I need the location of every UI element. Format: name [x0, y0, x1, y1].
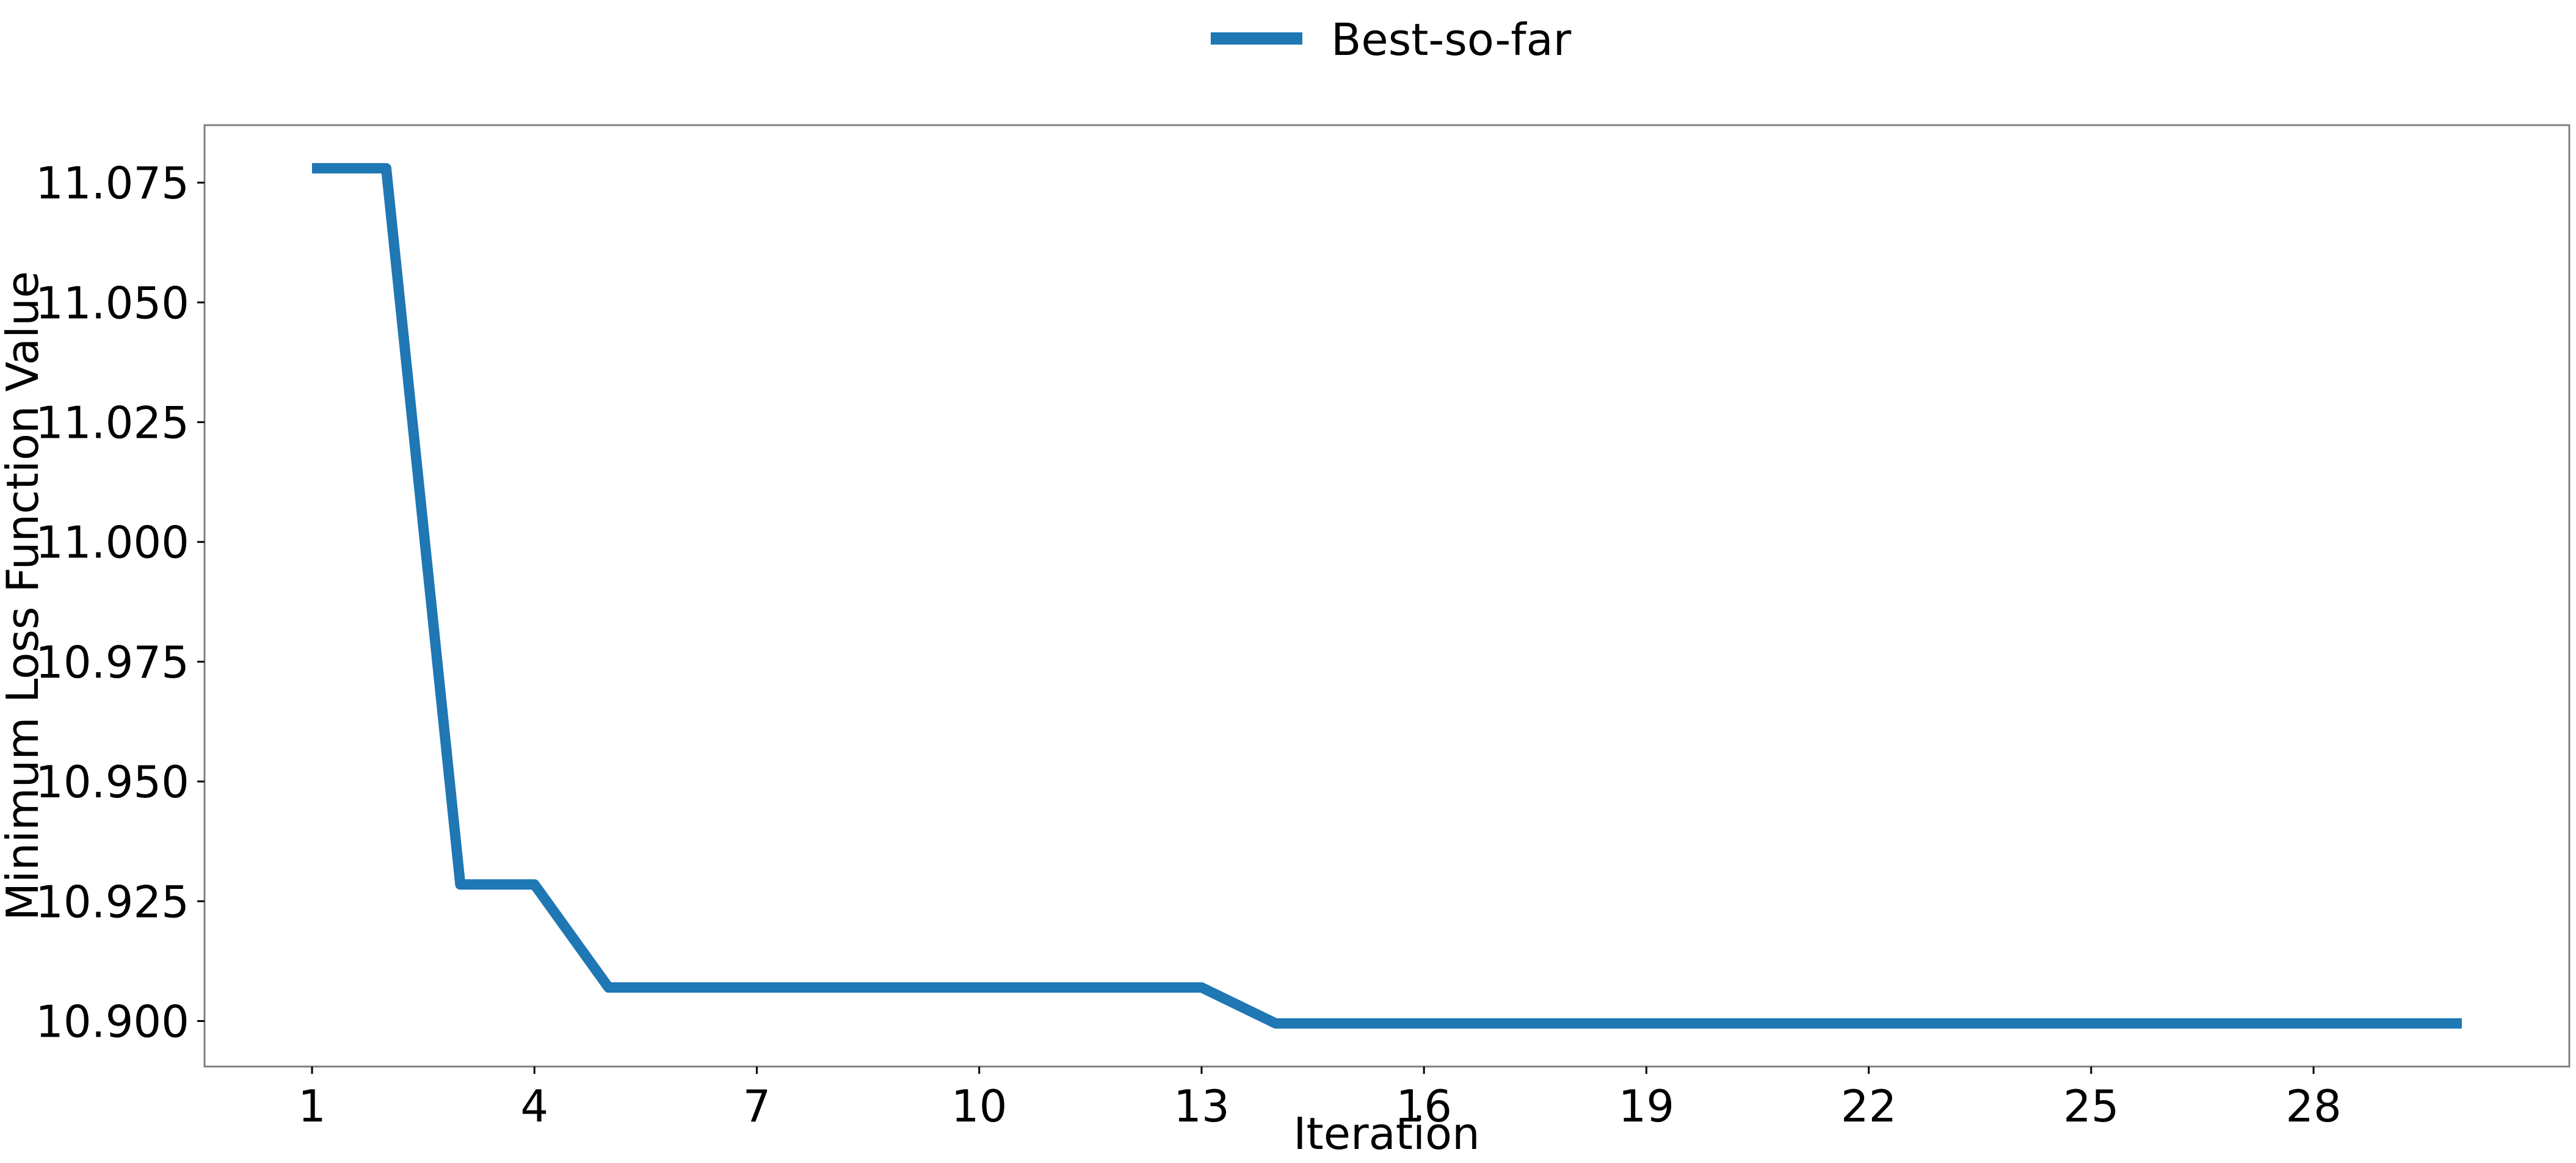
y-tick-label: 11.075: [35, 158, 189, 209]
x-tick-label: 13: [1174, 1081, 1230, 1132]
y-axis-label: Minimum Loss Function Value: [0, 271, 48, 921]
series-line-best-so-far: [312, 163, 2462, 1029]
x-axis-ticks: 1 4 7 10 13 16 19 22 25 28: [298, 1067, 2342, 1132]
x-tick-label: 16: [1396, 1081, 1452, 1132]
series-layer: [312, 163, 2462, 1029]
legend: Best-so-far: [1211, 14, 1572, 65]
x-tick-label: 25: [2063, 1081, 2119, 1132]
x-tick-label: 22: [1841, 1081, 1897, 1132]
legend-label-best-so-far: Best-so-far: [1331, 14, 1572, 65]
x-tick-label: 10: [951, 1081, 1007, 1132]
y-tick-label: 11.050: [35, 277, 189, 328]
y-tick-label: 11.000: [35, 517, 189, 568]
y-tick-label: 11.025: [35, 397, 189, 449]
x-tick-label: 4: [520, 1081, 548, 1132]
x-tick-label: 19: [1619, 1081, 1675, 1132]
y-tick-label: 10.975: [35, 637, 189, 688]
x-tick-label: 28: [2285, 1081, 2342, 1132]
y-tick-label: 10.900: [35, 996, 189, 1047]
y-tick-label: 10.925: [35, 876, 189, 927]
x-tick-label: 7: [743, 1081, 771, 1132]
x-axis-label: Iteration: [1293, 1108, 1479, 1159]
y-tick-label: 10.950: [35, 756, 189, 808]
plot-area-frame: [203, 124, 2571, 1068]
y-axis-ticks: 10.900 10.925 10.950 10.975 11.000 11.025 11.0…: [35, 158, 205, 1047]
x-tick-label: 1: [298, 1081, 326, 1132]
